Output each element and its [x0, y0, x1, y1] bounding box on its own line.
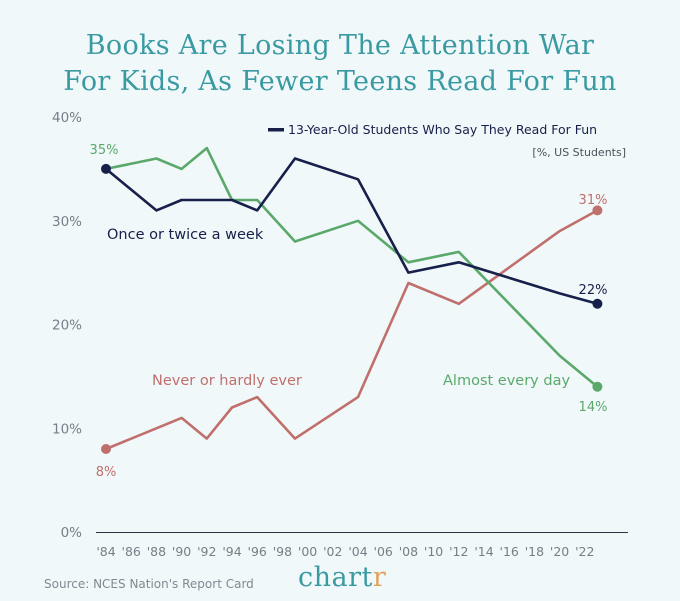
series-label: Never or hardly ever: [152, 373, 302, 389]
start-marker: [101, 163, 111, 174]
title-line-1: Books Are Losing The Attention War: [85, 30, 595, 61]
legend-title: 13-Year-Old Students Who Say They Read F…: [288, 122, 597, 137]
start-marker: [101, 444, 111, 454]
x-tick-label: '10: [424, 544, 443, 559]
x-tick-label: '92: [197, 544, 216, 559]
y-tick-label: 0%: [61, 525, 83, 541]
series-label: Once or twice a week: [107, 227, 264, 243]
x-tick-label: '90: [172, 544, 191, 559]
y-tick-label: 20%: [52, 318, 82, 334]
series-label: Almost every day: [443, 373, 570, 389]
x-tick-label: '84: [96, 544, 115, 559]
x-tick-label: '94: [222, 544, 241, 559]
end-marker: [592, 381, 603, 392]
brand-logo-main: chart: [298, 562, 373, 593]
y-tick-label: 30%: [52, 214, 82, 230]
data-label-end: 14%: [579, 400, 608, 415]
series-line: [104, 157, 599, 306]
legend-swatch: [268, 128, 284, 132]
data-label-start: 35%: [90, 143, 119, 158]
x-tick-label: '02: [323, 544, 342, 559]
data-label-end: 31%: [579, 193, 608, 208]
brand-logo-accent: r: [372, 562, 387, 593]
x-tick-label: '14: [474, 544, 493, 559]
source-note: Source: NCES Nation's Report Card: [44, 577, 254, 591]
unit-label: [%, US Students]: [532, 146, 626, 159]
x-tick-label: '04: [348, 544, 367, 559]
x-tick-label: '20: [550, 544, 569, 559]
x-tick-label: '12: [449, 544, 468, 559]
x-tick-label: '22: [575, 544, 594, 559]
end-marker: [592, 205, 603, 216]
x-tick-label: '06: [374, 544, 393, 559]
title-line-2: For Kids, As Fewer Teens Read For Fun: [63, 66, 617, 97]
y-tick-label: 40%: [52, 110, 82, 126]
x-tick-label: '16: [500, 544, 519, 559]
x-tick-label: '00: [298, 544, 317, 559]
y-tick-label: 10%: [52, 421, 82, 437]
end-marker: [592, 298, 603, 309]
data-label-end: 22%: [579, 283, 608, 298]
brand-logo: chartr: [298, 562, 386, 593]
x-tick-label: '96: [248, 544, 267, 559]
x-tick-label: '88: [147, 544, 166, 559]
x-tick-label: '98: [273, 544, 292, 559]
series-line: [104, 146, 599, 389]
x-tick-label: '08: [399, 544, 418, 559]
data-label-start: 8%: [96, 465, 117, 480]
chart-title: Books Are Losing The Attention War For K…: [0, 28, 680, 100]
x-tick-label: '18: [525, 544, 544, 559]
x-tick-label: '86: [122, 544, 141, 559]
series-line: [104, 209, 599, 451]
